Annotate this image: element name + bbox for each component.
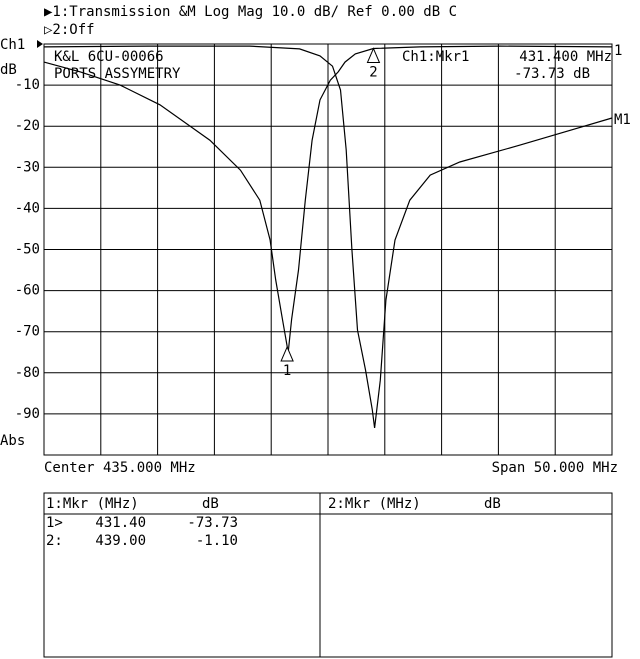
header-line: ▶1:Transmission &M Log Mag 10.0 dB/ Ref … [44, 4, 457, 20]
annotation: 431.400 MHz [519, 49, 612, 65]
table-header: 2:Mkr (MHz) [328, 496, 421, 512]
trace [43, 45, 613, 353]
y-tick-label: -90 [15, 406, 40, 422]
x-label: Span 50.000 MHz [492, 460, 618, 476]
y-tick-label: -50 [15, 242, 40, 258]
y-tick-label: -80 [15, 365, 40, 381]
trace [43, 45, 613, 428]
y-tick-label: -20 [15, 118, 40, 134]
marker-table: 1:Mkr (MHz) dB 1> 431.40 -73.73 2: 439.00 -1.10… [46, 496, 501, 549]
ref-pointer [37, 40, 43, 48]
marker-value: -1.10 [196, 533, 238, 549]
marker [366, 47, 381, 64]
annotation: Ch1:Mkr1 [402, 49, 469, 65]
y-tick-label: -40 [15, 200, 40, 216]
table-header: dB [202, 496, 219, 512]
marker-freq: 431.40 [95, 515, 146, 531]
y-tick-label: -70 [15, 324, 40, 340]
x-label: Center 435.000 MHz [44, 460, 196, 476]
y-tick-label: -30 [15, 159, 40, 175]
marker [280, 345, 294, 362]
annotation: PORTS ASSYMETRY [54, 66, 181, 82]
marker-freq: 439.00 [95, 533, 146, 549]
marker-id: 2: [46, 533, 63, 549]
annotation: K&L 6CU-00066 [54, 49, 164, 65]
table-header: dB [484, 496, 501, 512]
legend-label: 1 [614, 43, 622, 59]
plot: -10 -20 -30 -40 -50 -60 -70 -80 -90 1 M1 1 2 [15, 43, 631, 456]
marker-label: 2 [369, 65, 377, 81]
y-unit: dB [0, 62, 17, 78]
legend-label: M1 [614, 112, 631, 128]
annotation: -73.73 dB [514, 66, 590, 82]
marker-id: 1> [46, 515, 63, 531]
table-header: 1:Mkr (MHz) [46, 496, 139, 512]
y-tick-label: -60 [15, 283, 40, 299]
header-line: ▷2:Off [44, 22, 95, 38]
y-label: Ch1 [0, 37, 25, 53]
marker-value: -73.73 [187, 515, 238, 531]
marker-table-frame [43, 492, 613, 658]
marker-label: 1 [283, 363, 291, 379]
y-label: Abs [0, 433, 25, 449]
y-tick-label: -10 [15, 77, 40, 93]
